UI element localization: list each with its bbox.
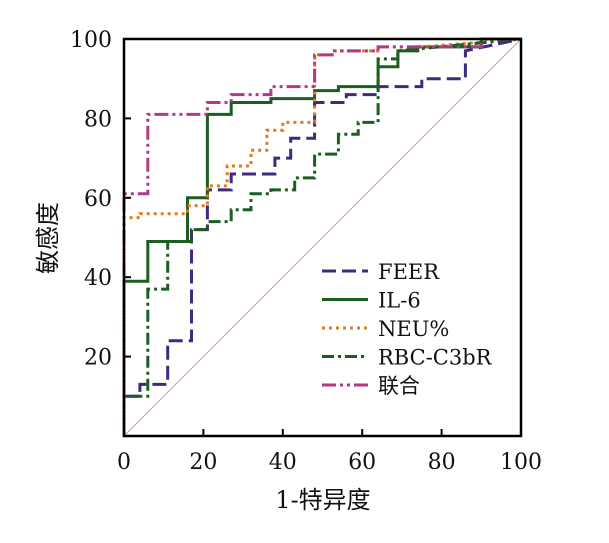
series-line	[122, 37, 521, 436]
y-tick-label: 40	[84, 266, 112, 291]
legend-label: RBC-C3bR	[378, 346, 493, 370]
plot-frame	[122, 37, 523, 438]
legend-label: FEER	[378, 260, 440, 284]
y-axis-label: 敏感度	[34, 202, 62, 274]
x-tick-label: 20	[189, 450, 217, 475]
y-tick-label: 100	[70, 28, 112, 53]
legend-label: 联合	[378, 374, 420, 398]
y-tick-label: 80	[84, 107, 112, 132]
reference-diagonal-line	[123, 38, 522, 437]
x-tick-label: 80	[428, 450, 456, 475]
x-tick-label: 0	[117, 450, 131, 475]
x-tick-label: 60	[348, 450, 376, 475]
y-tick-label: 60	[84, 187, 112, 212]
x-tick-label: 100	[500, 450, 542, 475]
series-line	[122, 37, 522, 436]
x-tick-label: 40	[269, 450, 297, 475]
legend-label: NEU%	[378, 317, 449, 341]
x-axis-label: 1-特异度	[275, 486, 370, 514]
plot-area	[122, 37, 523, 438]
legend: FEER IL-6 NEU% RBC-C3bR 联合	[322, 260, 493, 398]
y-axis-ticks: 20 40 60 80 100	[70, 28, 131, 371]
legend-label: IL-6	[378, 289, 421, 313]
y-tick-label: 20	[84, 346, 112, 371]
x-axis-ticks: 0 20 40 60 80 100	[117, 429, 542, 475]
series-line	[122, 37, 522, 436]
series-layer	[122, 37, 522, 436]
